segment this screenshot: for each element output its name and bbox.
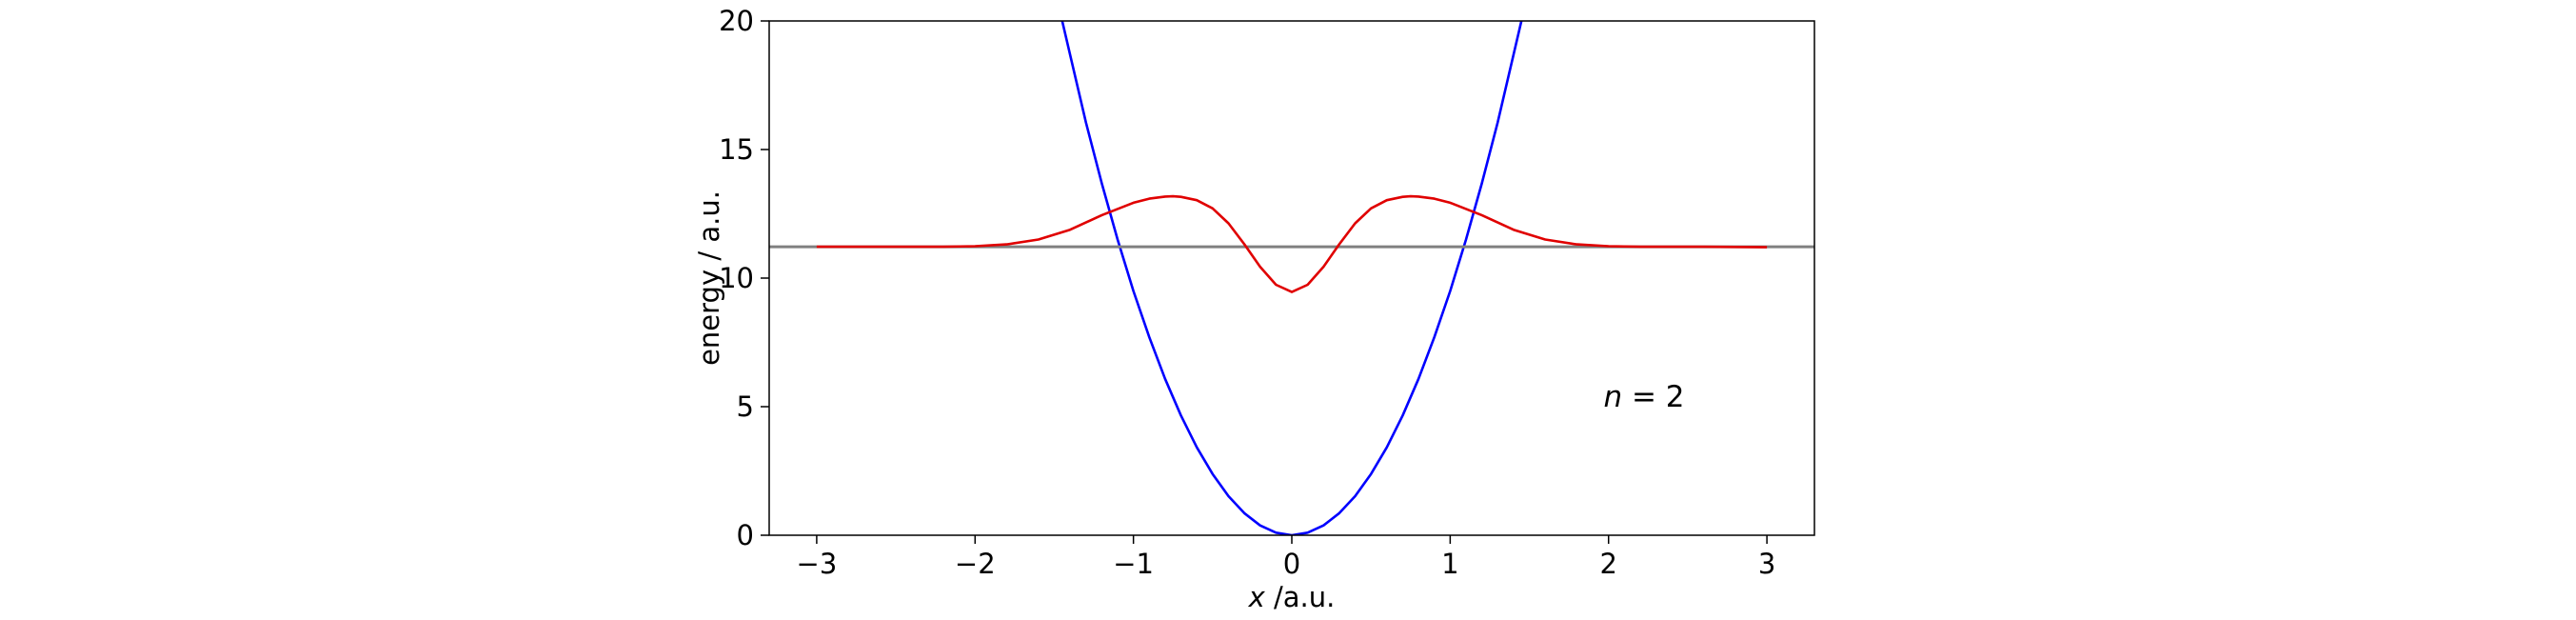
x-tick-label: −1 [1113,548,1154,580]
potential-curve [1060,21,1523,535]
quantum-number-annotation: n = 2 [1603,380,1684,414]
series-layer [769,21,1814,535]
x-tick-label: 3 [1758,548,1775,580]
wavefunction-curve [816,194,1768,293]
x-axis-label-var: x [1248,581,1266,613]
y-tick-label: 0 [737,519,754,551]
x-tick-label: 0 [1283,548,1300,580]
y-axis-label: energy / a.u. [693,190,725,366]
y-tick-label: 10 [719,262,754,294]
x-tick-label: −2 [955,548,996,580]
y-tick-label: 20 [719,5,754,37]
x-tick-label: −3 [797,548,838,580]
x-tick-label: 1 [1441,548,1458,580]
x-axis-label-unit: /a.u. [1265,581,1336,613]
y-tick-label: 5 [737,390,754,423]
annotation-var: n [1603,380,1622,414]
annotation-rest: = 2 [1622,380,1684,414]
y-tick-label: 15 [719,133,754,166]
x-axis-label: x /a.u. [1248,581,1336,613]
tick-layer: −3 −2 −1 0 1 2 3 0 5 10 15 20 [719,5,1775,580]
x-tick-label: 2 [1600,548,1617,580]
